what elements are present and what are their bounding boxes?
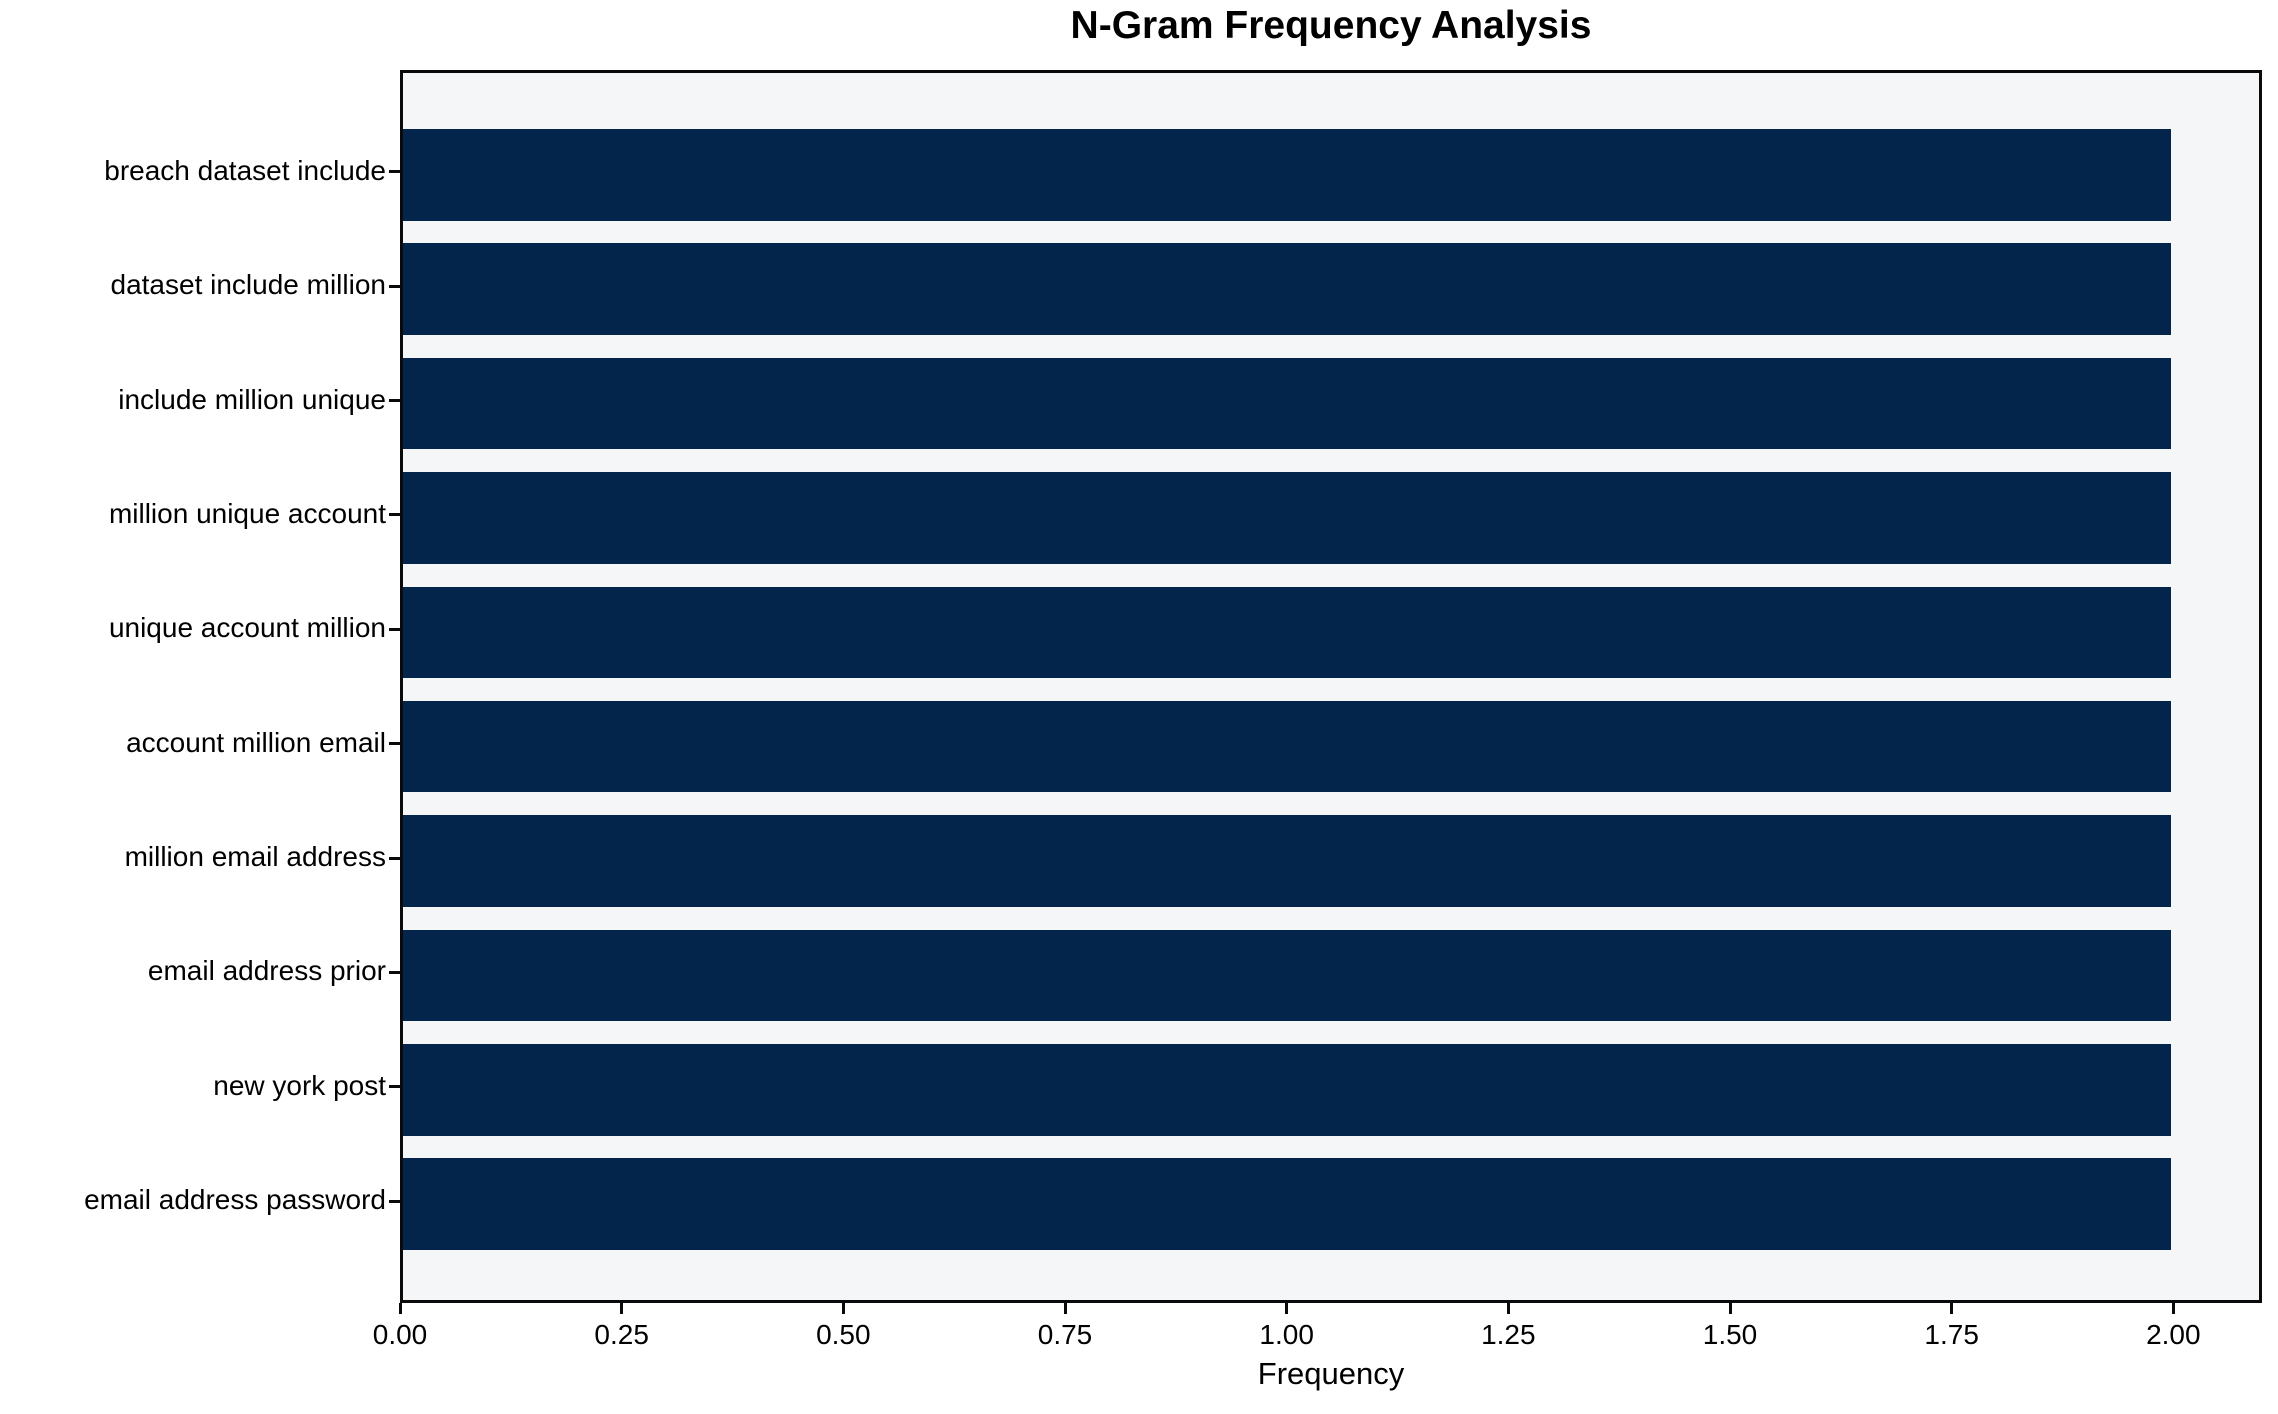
x-axis-label: Frequency [1257,1356,1405,1391]
y-tick [389,1199,400,1203]
x-tick [1285,1303,1289,1314]
x-tick-label: 0.50 [816,1319,871,1350]
x-tick-label: 0.00 [372,1319,428,1350]
bar [403,129,2171,221]
x-tick-label: 1.75 [1924,1319,1979,1350]
x-tick [1506,1303,1510,1314]
bar [403,700,2171,793]
x-tick [2171,1303,2175,1314]
x-tick-label: 0.25 [594,1319,649,1350]
bar [403,815,2171,907]
y-axis-label: include million unique [118,383,386,415]
y-tick [389,284,400,288]
y-axis-label: account million email [126,726,386,758]
x-tick [1950,1303,1954,1314]
y-axis-label: new york post [213,1069,386,1101]
x-tick-label: 1.25 [1481,1319,1536,1350]
y-axis-label: email address prior [147,955,386,987]
y-axis-label: dataset include million [110,269,387,301]
y-axis-label: unique account million [108,612,386,644]
y-axis-label: million email address [124,841,386,873]
x-tick-label: 2.00 [2146,1319,2201,1350]
x-tick-label: 1.00 [1259,1319,1314,1350]
x-tick-label: 0.75 [1037,1319,1093,1350]
bar [403,1158,2171,1250]
x-tick [841,1303,845,1314]
x-tick [1063,1303,1067,1314]
y-tick [389,399,400,403]
x-tick [620,1303,624,1314]
bar [403,929,2171,1022]
y-tick [389,970,400,974]
x-tick-label: 1.50 [1702,1319,1758,1350]
y-tick [389,742,400,746]
y-axis-label: breach dataset include [104,154,386,186]
chart-title: N-Gram Frequency Analysis [1070,4,1592,47]
bar [403,1044,2171,1136]
bar [403,357,2171,450]
x-tick [1728,1303,1732,1314]
x-tick [398,1303,402,1314]
y-tick [389,627,400,631]
y-axis-label: million unique account [108,497,386,529]
y-tick [389,170,400,174]
bar [403,586,2171,679]
y-tick [389,1085,400,1089]
bar [403,472,2171,564]
plot-area [400,70,2262,1303]
y-tick [389,513,400,517]
y-axis-label: email address password [84,1184,386,1216]
y-tick [389,856,400,860]
bar [403,243,2171,335]
